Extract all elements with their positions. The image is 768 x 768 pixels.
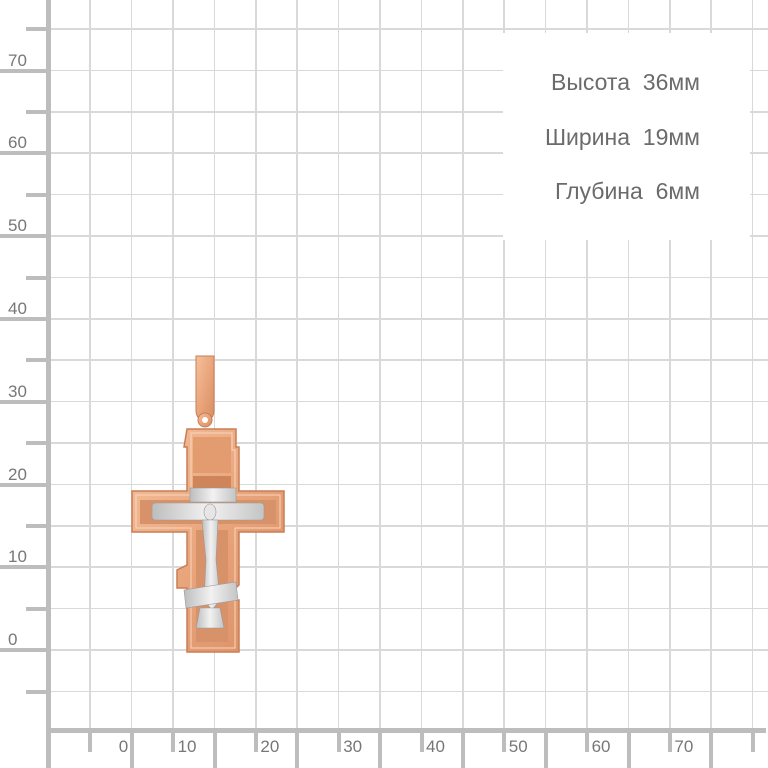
- x-major-tick: [709, 730, 714, 768]
- x-axis-label: 0: [118, 737, 129, 756]
- y-minor-tick: [26, 524, 48, 528]
- x-minor-tick: [750, 730, 755, 752]
- grid-line-horizontal: [48, 359, 768, 361]
- grid-line-vertical: [503, 0, 505, 730]
- x-axis-label: 50: [508, 737, 528, 756]
- grid-line-vertical: [669, 0, 671, 730]
- grid-line-horizontal: [48, 276, 768, 279]
- y-axis-label: 30: [8, 381, 27, 401]
- grid-line-horizontal: [48, 318, 768, 320]
- grid-line-vertical: [337, 0, 340, 730]
- x-axis-label: 30: [343, 737, 363, 756]
- y-minor-tick: [26, 275, 48, 280]
- grid-line-vertical: [462, 0, 464, 730]
- y-minor-tick: [26, 689, 48, 694]
- x-axis-label: 40: [426, 737, 445, 756]
- x-axis-label: 20: [260, 737, 280, 756]
- bail: [195, 355, 215, 428]
- y-major-tick: [0, 151, 48, 156]
- x-major-tick: [212, 730, 217, 768]
- x-major-tick: [543, 730, 548, 768]
- x-minor-tick: [502, 730, 507, 752]
- y-major-tick: [0, 648, 48, 653]
- x-major-tick: [378, 730, 383, 768]
- x-minor-tick: [585, 730, 590, 752]
- x-axis-label: 70: [674, 737, 694, 756]
- grid-line-horizontal: [48, 111, 768, 113]
- x-major-tick: [626, 730, 631, 768]
- y-axis-label: 40: [8, 299, 27, 318]
- grid-line-horizontal: [48, 152, 768, 154]
- y-axis-label: 10: [8, 547, 27, 567]
- grid-line-horizontal: [48, 193, 768, 196]
- grid-line-horizontal: [48, 69, 768, 72]
- grid-line-horizontal: [48, 525, 768, 527]
- y-major-tick: [0, 482, 48, 487]
- y-major-tick: [0, 317, 48, 321]
- x-axis-label: 60: [591, 737, 611, 756]
- grid-line-horizontal: [48, 28, 768, 30]
- grid-line-vertical: [586, 0, 588, 730]
- grid-line-vertical: [751, 0, 754, 730]
- grid-line-vertical: [89, 0, 91, 730]
- x-minor-tick: [336, 730, 341, 752]
- grid-line-horizontal: [48, 400, 768, 403]
- grid-line-vertical: [710, 0, 712, 730]
- x-major-tick: [295, 730, 300, 768]
- y-minor-tick: [26, 27, 48, 32]
- y-major-tick: [0, 68, 48, 73]
- y-axis: [46, 0, 51, 768]
- y-axis-label: 0: [8, 630, 18, 650]
- spec-width: Ширина 19мм: [544, 124, 700, 150]
- grid-line-horizontal: [48, 235, 768, 237]
- crucifix-figure: [151, 487, 265, 629]
- grid-line-vertical: [420, 0, 423, 730]
- y-minor-tick: [26, 606, 48, 611]
- x-minor-tick: [419, 730, 424, 752]
- grid-line-horizontal: [48, 607, 768, 610]
- x-minor-tick: [668, 730, 672, 752]
- grid-line-vertical: [544, 0, 547, 730]
- x-major-tick: [461, 730, 465, 768]
- spec-height: Высота 36мм: [551, 69, 700, 95]
- x-axis-label: 10: [177, 737, 197, 756]
- y-minor-tick: [26, 358, 48, 363]
- y-minor-tick: [26, 192, 48, 197]
- y-axis-label: 50: [8, 216, 27, 236]
- y-axis-label: 70: [8, 50, 27, 70]
- y-minor-tick: [26, 441, 48, 446]
- x-major-tick: [129, 730, 134, 768]
- grid-line-horizontal: [48, 483, 768, 486]
- grid-line-vertical: [379, 0, 381, 730]
- grid-line-vertical: [255, 0, 257, 730]
- y-major-tick: [0, 565, 48, 570]
- x-minor-tick: [88, 730, 93, 752]
- specs-panel: Высота 36мм Ширина 19мм Глубина 6мм: [503, 33, 750, 240]
- y-major-tick: [0, 399, 48, 404]
- y-minor-tick: [26, 110, 48, 114]
- x-axis: [46, 728, 766, 733]
- y-axis-label: 60: [8, 133, 27, 153]
- x-minor-tick: [171, 730, 176, 752]
- grid-line-vertical: [296, 0, 298, 730]
- grid-line-vertical: [130, 0, 133, 730]
- x-minor-tick: [254, 730, 258, 752]
- grid-line-vertical: [627, 0, 630, 730]
- y-axis-label: 20: [8, 464, 27, 484]
- grid-line-horizontal: [48, 566, 768, 568]
- grid-line-horizontal: [48, 649, 768, 651]
- grid-line-horizontal: [48, 690, 768, 693]
- spec-depth: Глубина 6мм: [554, 178, 700, 204]
- grid-line-horizontal: [48, 442, 768, 444]
- y-major-tick: [0, 234, 48, 239]
- grid-line-vertical: [172, 0, 174, 730]
